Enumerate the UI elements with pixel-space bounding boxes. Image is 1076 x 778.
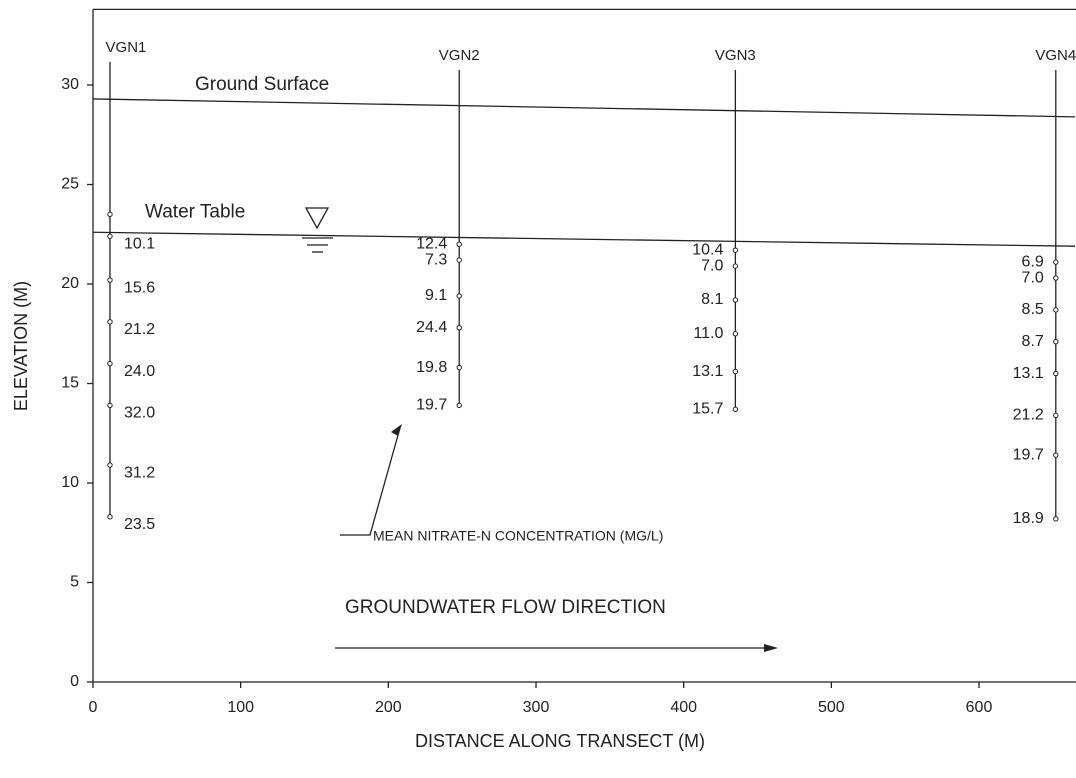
nitrate-label: 24.0 <box>124 363 155 380</box>
sample-point <box>456 257 462 263</box>
nitrate-label: 10.1 <box>124 235 155 252</box>
well-name: VGN3 <box>715 47 756 64</box>
nitrate-label: 13.1 <box>1013 365 1044 382</box>
nitrate-label: 15.6 <box>124 279 155 296</box>
sample-point <box>456 241 462 247</box>
x-tick-label: 100 <box>227 699 254 716</box>
y-tick-label: 10 <box>61 474 79 491</box>
surface-line <box>92 98 1076 118</box>
nitrate-label: 10.4 <box>692 241 723 258</box>
nitrate-label: 9.1 <box>425 287 447 304</box>
nitrate-label: 15.7 <box>692 401 723 418</box>
x-tick-label: 400 <box>670 699 697 716</box>
nitrate-label: 32.0 <box>124 405 155 422</box>
sample-point <box>732 331 739 337</box>
sample-point <box>456 293 462 299</box>
leader-line <box>340 427 401 536</box>
nitrate-label: 24.4 <box>416 319 447 336</box>
annotation: GROUNDWATER FLOW DIRECTION <box>345 597 666 618</box>
x-tick-label: 200 <box>375 699 402 716</box>
sample-point <box>456 325 462 331</box>
surface-label: Water Table <box>145 201 245 222</box>
surface-line <box>92 231 1076 247</box>
nitrate-label: 13.1 <box>692 363 723 380</box>
sample-point <box>107 402 113 409</box>
x-axis-label: DISTANCE ALONG TRANSECT (M) <box>415 731 705 751</box>
sample-point <box>107 211 113 218</box>
well-name: VGN1 <box>106 39 147 56</box>
nitrate-label: 7.0 <box>1022 269 1044 286</box>
sample-point <box>107 277 113 283</box>
y-tick-label: 20 <box>61 275 79 292</box>
nitrate-label: 19.8 <box>416 359 447 376</box>
sample-point <box>1053 516 1059 522</box>
well-name: VGN2 <box>439 47 480 64</box>
sample-point <box>456 402 462 409</box>
nitrate-label: 7.3 <box>425 251 447 268</box>
nitrate-label: 21.2 <box>1013 407 1044 424</box>
nitrate-label: 21.2 <box>124 321 155 338</box>
water-table-symbol <box>302 207 333 253</box>
nitrate-label: 8.1 <box>701 291 723 308</box>
sample-point <box>732 247 739 253</box>
sample-point <box>1053 370 1059 377</box>
sample-point <box>732 263 739 269</box>
sample-point <box>1053 452 1059 458</box>
sample-point <box>732 368 739 375</box>
annotation: MEAN NITRATE-N CONCENTRATION (MG/L) <box>373 528 663 544</box>
sample-point <box>107 462 113 468</box>
sample-point <box>1053 412 1059 419</box>
sample-point <box>1053 275 1059 281</box>
nitrate-label: 8.5 <box>1022 301 1044 318</box>
sample-point <box>1053 307 1059 313</box>
y-tick-label: 25 <box>61 176 79 193</box>
sample-point <box>456 364 462 371</box>
y-tick-label: 15 <box>61 375 79 392</box>
y-tick-label: 30 <box>61 76 79 93</box>
nitrate-label: 23.5 <box>124 516 155 533</box>
sample-point <box>1053 259 1059 265</box>
x-tick-label: 300 <box>523 699 550 716</box>
arrow-head <box>764 644 778 652</box>
x-tick-label: 600 <box>966 699 993 716</box>
sample-point <box>107 319 113 325</box>
sample-point <box>732 406 739 413</box>
sample-point <box>732 297 739 303</box>
nitrate-label: 7.0 <box>701 257 723 274</box>
nitrate-label: 31.2 <box>124 464 155 481</box>
sample-point <box>1053 339 1059 345</box>
sample-point <box>107 360 113 367</box>
arrow-head <box>391 424 402 436</box>
x-tick-label: 500 <box>818 699 845 716</box>
nitrate-label: 18.9 <box>1013 510 1044 527</box>
sample-point <box>107 514 113 520</box>
nitrate-label: 8.7 <box>1022 333 1044 350</box>
well-name: VGN4 <box>1035 47 1076 64</box>
nitrate-label: 11.0 <box>693 325 723 342</box>
y-tick-label: 0 <box>70 673 79 690</box>
nitrate-label: 6.9 <box>1022 253 1044 270</box>
y-tick-label: 5 <box>70 574 79 591</box>
surface-label: Ground Surface <box>195 74 329 95</box>
sample-point <box>107 233 113 239</box>
nitrate-label: 19.7 <box>1013 446 1044 463</box>
y-axis-label: ELEVATION (M) <box>11 281 31 411</box>
x-tick-label: 0 <box>89 699 98 716</box>
nitrate-label: 19.7 <box>416 397 447 414</box>
nitrate-label: 12.4 <box>416 235 447 252</box>
